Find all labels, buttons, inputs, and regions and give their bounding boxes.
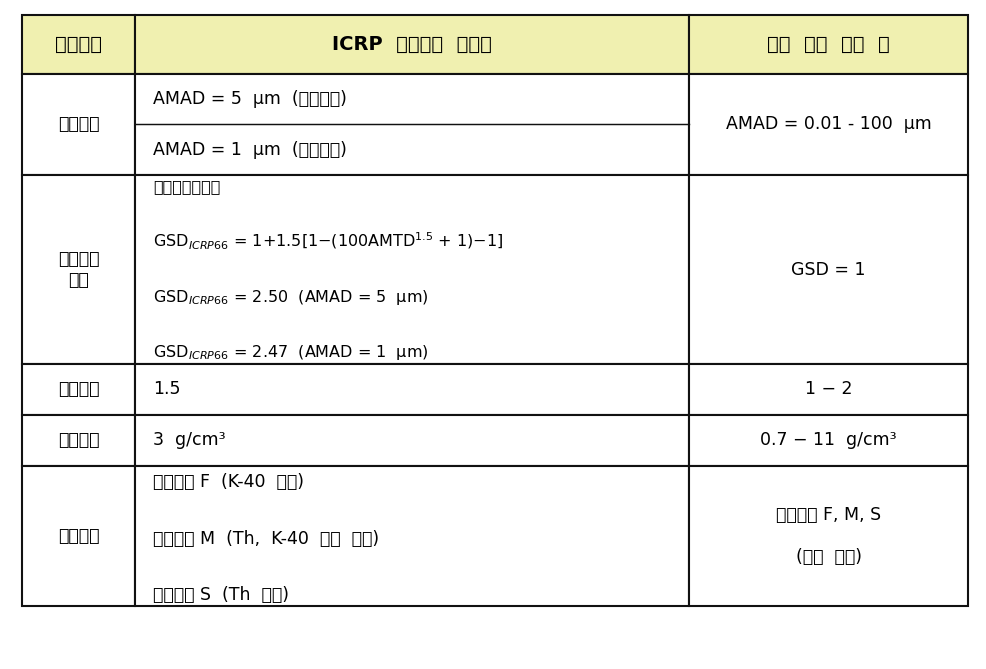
Text: GSD = 1: GSD = 1 — [792, 261, 866, 278]
Text: 흥수형태 F  (K-40  핵종): 흥수형태 F (K-40 핵종) — [153, 474, 304, 492]
Bar — [689, 15, 968, 74]
Text: 0.7 − 11  g/cm³: 0.7 − 11 g/cm³ — [760, 432, 897, 449]
Text: 흥수형태 S  (Th  핵종): 흥수형태 S (Th 핵종) — [153, 586, 289, 604]
Bar — [689, 415, 968, 466]
Text: 흥수형태 M  (Th,  K-40  제외  핵종): 흥수형태 M (Th, K-40 제외 핵종) — [153, 530, 379, 548]
Text: 입자특성: 입자특성 — [55, 35, 102, 54]
Bar — [689, 175, 968, 364]
Bar — [22, 364, 135, 415]
Text: 1 − 2: 1 − 2 — [805, 381, 853, 398]
Bar — [22, 466, 135, 606]
Text: AMAD = 1  μm  (일반환경): AMAD = 1 μm (일반환경) — [153, 141, 347, 159]
Text: 3  g/cm³: 3 g/cm³ — [153, 432, 226, 449]
Text: GSD$_{ICRP66}$ = 2.47  (AMAD = 1  μm): GSD$_{ICRP66}$ = 2.47 (AMAD = 1 μm) — [153, 343, 429, 362]
Text: 입자밀도: 입자밀도 — [57, 432, 100, 449]
Text: 흥수형태 F, M, S

(모든  핵종): 흥수형태 F, M, S (모든 핵종) — [776, 506, 881, 566]
Bar — [689, 466, 968, 606]
Bar — [135, 415, 689, 466]
Text: GSD$_{ICRP66}$ = 2.50  (AMAD = 5  μm): GSD$_{ICRP66}$ = 2.50 (AMAD = 5 μm) — [153, 288, 429, 307]
Text: 선량  계산  인자  값: 선량 계산 인자 값 — [767, 35, 890, 54]
Text: AMAD = 5  μm  (작업환경): AMAD = 5 μm (작업환경) — [153, 90, 347, 108]
Text: AMAD = 0.01 - 100  μm: AMAD = 0.01 - 100 μm — [726, 116, 932, 133]
Text: 로그정규화분포: 로그정규화분포 — [153, 179, 220, 194]
Bar — [135, 364, 689, 415]
Text: ICRP  특성인자  기본값: ICRP 특성인자 기본값 — [332, 35, 492, 54]
Bar — [689, 364, 968, 415]
Text: 입자크기
분포: 입자크기 분포 — [57, 250, 100, 289]
Bar — [135, 74, 689, 175]
Text: 흥수형태: 흥수형태 — [57, 527, 100, 545]
Text: 모양인자: 모양인자 — [57, 381, 100, 398]
Text: 입자크기: 입자크기 — [57, 116, 100, 133]
Bar — [22, 175, 135, 364]
Bar — [22, 15, 135, 74]
Bar — [22, 74, 135, 175]
Bar — [689, 74, 968, 175]
Bar — [135, 466, 689, 606]
Bar — [135, 15, 689, 74]
Bar — [22, 415, 135, 466]
Text: 1.5: 1.5 — [153, 381, 180, 398]
Text: GSD$_{ICRP66}$ = 1+1.5[1−(100AMTD$^{1.5}$ + 1)−1]: GSD$_{ICRP66}$ = 1+1.5[1−(100AMTD$^{1.5}… — [153, 231, 503, 252]
Bar — [135, 175, 689, 364]
